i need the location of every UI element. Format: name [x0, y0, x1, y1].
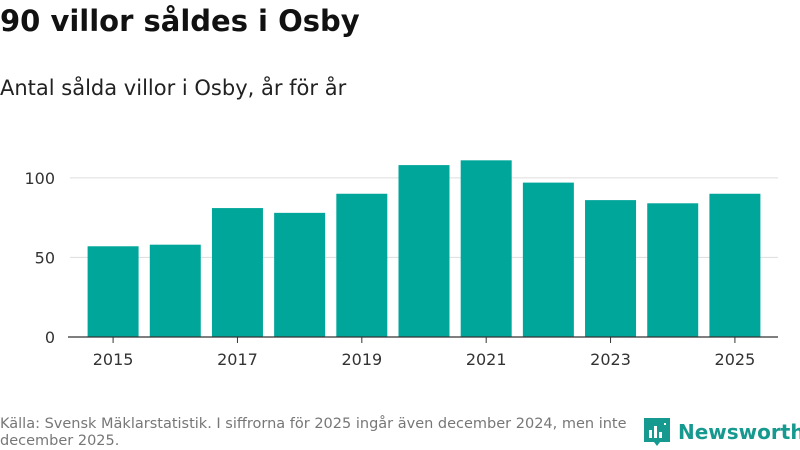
x-tick-label: 2019 [341, 350, 382, 369]
bar-2020 [398, 165, 450, 337]
bar-2016 [149, 244, 201, 337]
bar-2022 [522, 182, 574, 337]
x-tick-label: 2023 [590, 350, 631, 369]
chart-title: 90 villor såldes i Osby [0, 4, 360, 38]
newsworthy-logo-icon [644, 418, 670, 446]
bar-chart: 0 50 100 2015 2017 2019 2021 2023 2025 [24, 160, 778, 369]
brand-name: Newsworthy [678, 420, 800, 444]
bar-2018 [274, 212, 326, 337]
bar-2021 [460, 160, 512, 337]
y-tick-label: 50 [35, 248, 55, 267]
bar-2017 [211, 208, 263, 337]
x-tick-label: 2025 [715, 350, 756, 369]
x-tick-label: 2017 [217, 350, 258, 369]
y-tick-label: 100 [24, 169, 55, 188]
chart-subtitle: Antal sålda villor i Osby, år för år [0, 76, 347, 100]
x-tick-label: 2015 [93, 350, 134, 369]
bar-2024 [647, 203, 699, 337]
newsworthy-logo[interactable]: Newsworthy [644, 418, 800, 446]
bar-2023 [585, 200, 637, 337]
bar-2025 [709, 193, 761, 337]
bar-2019 [336, 193, 388, 337]
x-tick-label: 2021 [466, 350, 507, 369]
source-note: Källa: Svensk Mäklarstatistik. I siffror… [0, 416, 627, 449]
bar-2015 [87, 246, 139, 337]
y-tick-label: 0 [45, 328, 55, 347]
